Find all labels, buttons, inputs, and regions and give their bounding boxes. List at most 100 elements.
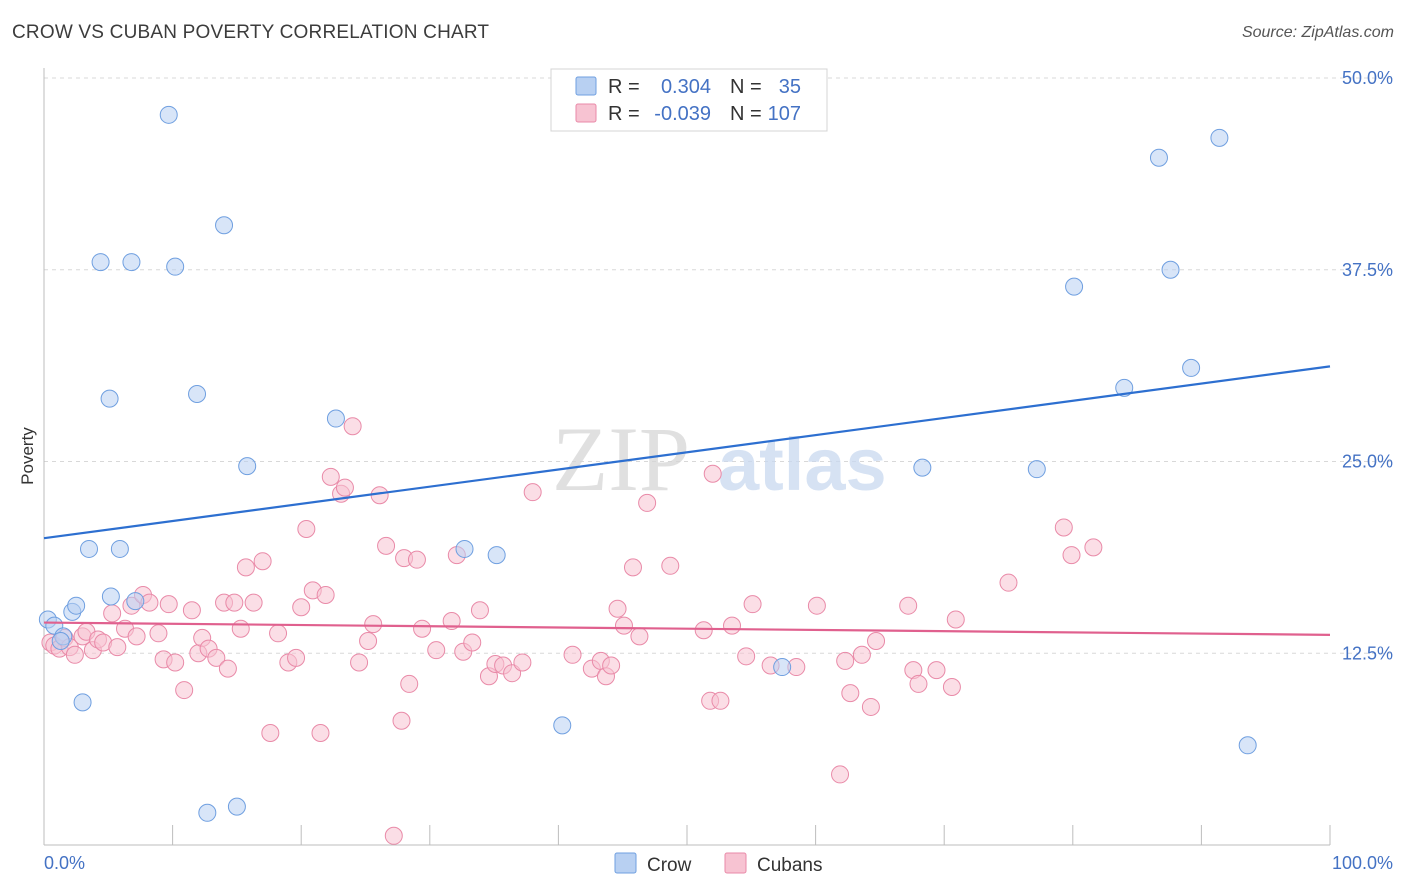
cuban-point [377, 536, 396, 555]
crow-point [100, 389, 119, 408]
cuban-point [602, 656, 621, 675]
cuban-point [463, 633, 482, 652]
watermark: ZIP atlas [552, 408, 887, 510]
cuban-point [661, 556, 680, 575]
cuban-point [149, 624, 168, 643]
cuban-point [269, 624, 288, 643]
source-label: Source: ZipAtlas.com [1241, 24, 1394, 41]
crow-point [227, 797, 246, 816]
cuban-point [861, 697, 880, 716]
cuban-point [400, 674, 419, 693]
cuban-point [942, 677, 961, 696]
crow-point [1149, 148, 1168, 167]
cuban-point [413, 619, 432, 638]
cuban-point [841, 684, 860, 703]
legend-crow-swatch [575, 76, 597, 96]
legend-frame [550, 68, 828, 132]
y-tick-label: 37.5% [1342, 260, 1393, 280]
cuban-point [909, 674, 928, 693]
x-tick-label-min: 0.0% [44, 853, 85, 873]
crow-point [91, 253, 110, 272]
crow-point [1065, 277, 1084, 296]
legend-crow-n-label: N = [730, 76, 762, 98]
crow-point [1115, 378, 1134, 397]
crow-point [166, 257, 185, 276]
crow-point [198, 803, 217, 822]
y-tick-label: 12.5% [1342, 643, 1393, 663]
cuban-point [407, 550, 426, 569]
crow-point [1182, 358, 1201, 377]
cuban-point [743, 595, 762, 614]
cuban-point [927, 661, 946, 680]
cuban-point [297, 519, 316, 538]
cuban-point [207, 648, 226, 667]
legend-crow-r-label: R = [608, 76, 640, 98]
cuban-point [807, 596, 826, 615]
cuban-point [225, 593, 244, 612]
trend-layer [43, 365, 1331, 636]
cuban-point [623, 558, 642, 577]
bottom-legend-cubans-label: Cubans [757, 855, 823, 876]
crow-point [1238, 736, 1257, 755]
cuban-point [108, 638, 127, 657]
crow-point [238, 457, 257, 476]
cuban-point [836, 651, 855, 670]
axis-layer: 12.5% 25.0% 37.5% 50.0% 0.0% 100.0% [43, 68, 1393, 873]
crow-point [73, 693, 92, 712]
cuban-point [127, 627, 146, 646]
crow-point [101, 587, 120, 606]
y-tick-label: 25.0% [1342, 452, 1393, 472]
crow-point [80, 539, 99, 558]
cuban-point [384, 826, 403, 845]
crow-point [553, 716, 572, 735]
cuban-point [159, 595, 178, 614]
cuban-point [711, 691, 730, 710]
cuban-point [946, 610, 965, 629]
cuban-point [292, 598, 311, 617]
crow-point [773, 658, 792, 677]
cuban-point [175, 681, 194, 700]
legend-crow-n-value: 35 [779, 76, 801, 98]
cuban-point [1084, 538, 1103, 557]
crow-point [188, 385, 207, 404]
legend-box: R = 0.304 N = 35 R = -0.039 N = 107 [550, 68, 828, 132]
cuban-point [694, 621, 713, 640]
bottom-legend-cubans-swatch [724, 852, 747, 874]
crow-point [455, 539, 474, 558]
cuban-point [523, 483, 542, 502]
cuban-point [852, 645, 871, 664]
cuban-point [470, 601, 489, 620]
crow-point [110, 539, 129, 558]
cuban-point [244, 593, 263, 612]
crow-point [67, 596, 86, 615]
legend-cubans-r-label: R = [608, 103, 640, 125]
cuban-point [867, 631, 886, 650]
cuban-point [1062, 546, 1081, 565]
cuban-point [899, 596, 918, 615]
cuban-point [614, 616, 633, 635]
cuban-point [703, 464, 722, 483]
legend-cubans-swatch [575, 103, 597, 123]
cuban-point [723, 616, 742, 635]
y-axis-label: Poverty [18, 427, 37, 485]
cuban-point [737, 647, 756, 666]
x-tick-label-max: 100.0% [1332, 853, 1393, 873]
cuban-point [335, 478, 354, 497]
cuban-point [287, 648, 306, 667]
cuban-point [513, 653, 532, 672]
cuban-point [166, 653, 185, 672]
watermark-atlas: atlas [718, 423, 887, 506]
legend-cubans-r-value: -0.039 [654, 103, 711, 125]
cuban-point [316, 585, 335, 604]
cuban-point [392, 711, 411, 730]
cuban-point [1054, 518, 1073, 537]
cuban-point [231, 619, 250, 638]
cuban-point [359, 631, 378, 650]
cuban-point [321, 467, 340, 486]
crow-point [1027, 460, 1046, 479]
cuban-point [831, 765, 850, 784]
bottom-legend: Crow Cubans [614, 852, 823, 876]
crow-point [159, 105, 178, 124]
cuban-point [103, 604, 122, 623]
